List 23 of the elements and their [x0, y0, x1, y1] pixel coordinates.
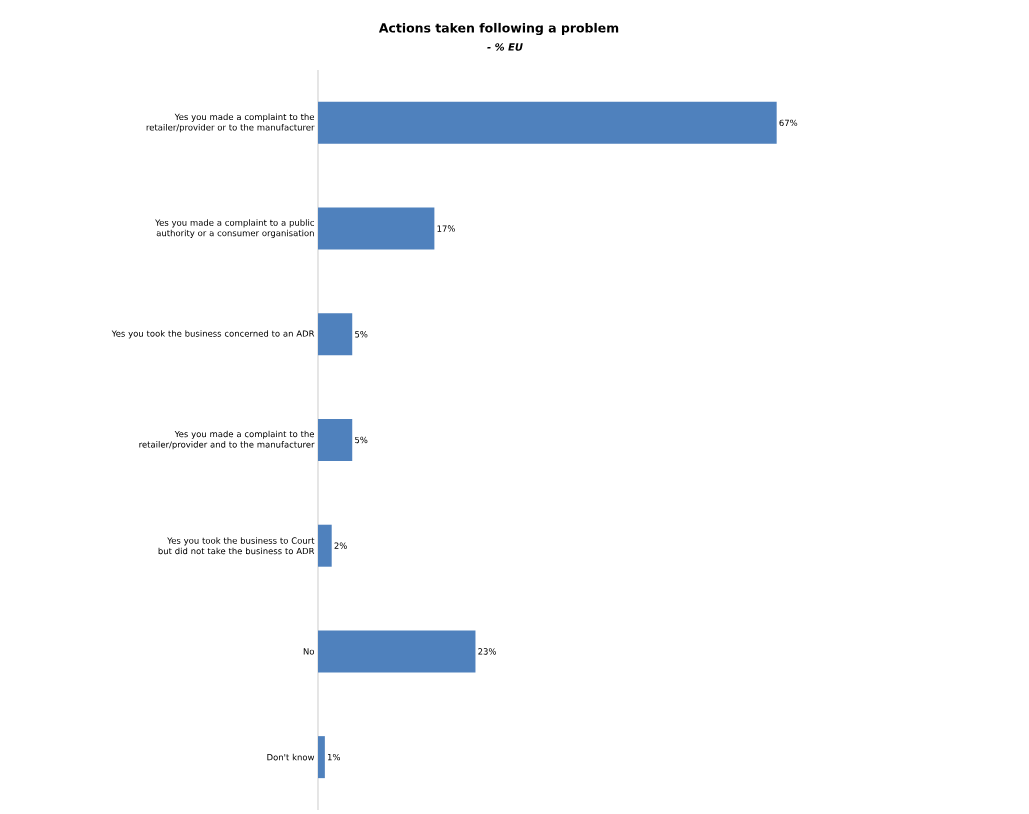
data-label: 5% [355, 331, 368, 338]
y-tick-label: Don't know [267, 753, 315, 761]
chart-title: Actions taken following a problem [378, 22, 619, 36]
bar [318, 101, 777, 144]
y-tick-label: Yes you took the business to Court but did not take the business to ADR [158, 537, 315, 555]
data-label: 2% [334, 542, 347, 549]
data-label: 1% [327, 753, 341, 761]
data-label: 67% [779, 119, 798, 127]
bar [318, 418, 353, 461]
data-label: 23% [478, 648, 497, 655]
y-tick-label: Yes you made a complaint to the retailer/provider and to the manufacturer [139, 430, 315, 450]
y-tick-label: No [303, 648, 315, 655]
bar [318, 207, 435, 250]
data-label: 17% [437, 225, 455, 232]
bar [318, 630, 476, 673]
bar [318, 736, 325, 779]
chart-subtitle: - % EU [487, 43, 523, 51]
bar [318, 313, 353, 356]
y-tick-label: Yes you made a complaint to the retailer/provider or to the manufacturer [146, 113, 315, 133]
y-tick-label: Yes you took the business concerned to an ADR [111, 330, 315, 339]
data-label: 5% [355, 436, 368, 444]
y-tick-label: Yes you made a complaint to a public authority or a consumer organisation [155, 219, 314, 238]
bar [318, 524, 332, 567]
